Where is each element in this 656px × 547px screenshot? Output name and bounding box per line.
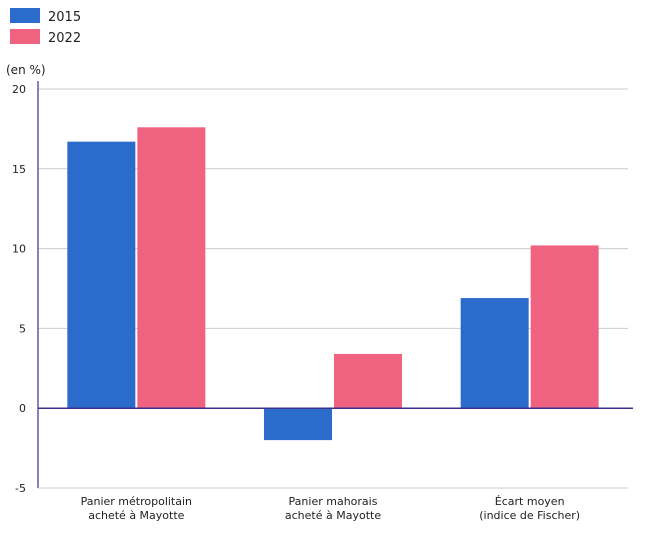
category-label: Écart moyen	[495, 495, 565, 508]
legend-label-2015: 2015	[48, 10, 81, 25]
category-label: (indice de Fischer)	[479, 509, 580, 522]
axes	[37, 81, 633, 489]
bar-2015-3	[460, 298, 529, 409]
legend: 2015 2022	[10, 8, 81, 46]
y-tick-label: 10	[12, 243, 26, 256]
legend-label-2022: 2022	[48, 31, 81, 46]
bar-2015-2	[264, 408, 332, 441]
bar-2015-1	[67, 141, 136, 409]
category-label: acheté à Mayotte	[88, 509, 184, 522]
bar-2022-3	[530, 245, 599, 409]
legend-swatch-2015	[10, 8, 40, 23]
category-label: Panier métropolitain	[81, 495, 192, 508]
y-tick-label: 0	[19, 402, 26, 415]
bar-2022-2	[334, 353, 402, 409]
bar-2022-1	[137, 127, 206, 409]
y-tick-label: 20	[12, 83, 26, 96]
category-label: Panier mahorais	[289, 495, 378, 508]
y-tick-labels: -5 0 5 10 15 20	[12, 83, 26, 495]
y-tick-label: -5	[15, 482, 26, 495]
category-label: acheté à Mayotte	[285, 509, 381, 522]
bars	[67, 127, 599, 441]
y-tick-label: 5	[19, 322, 26, 335]
legend-swatch-2022	[10, 29, 40, 44]
y-unit-label: (en %)	[6, 63, 46, 77]
y-tick-label: 15	[12, 163, 26, 176]
